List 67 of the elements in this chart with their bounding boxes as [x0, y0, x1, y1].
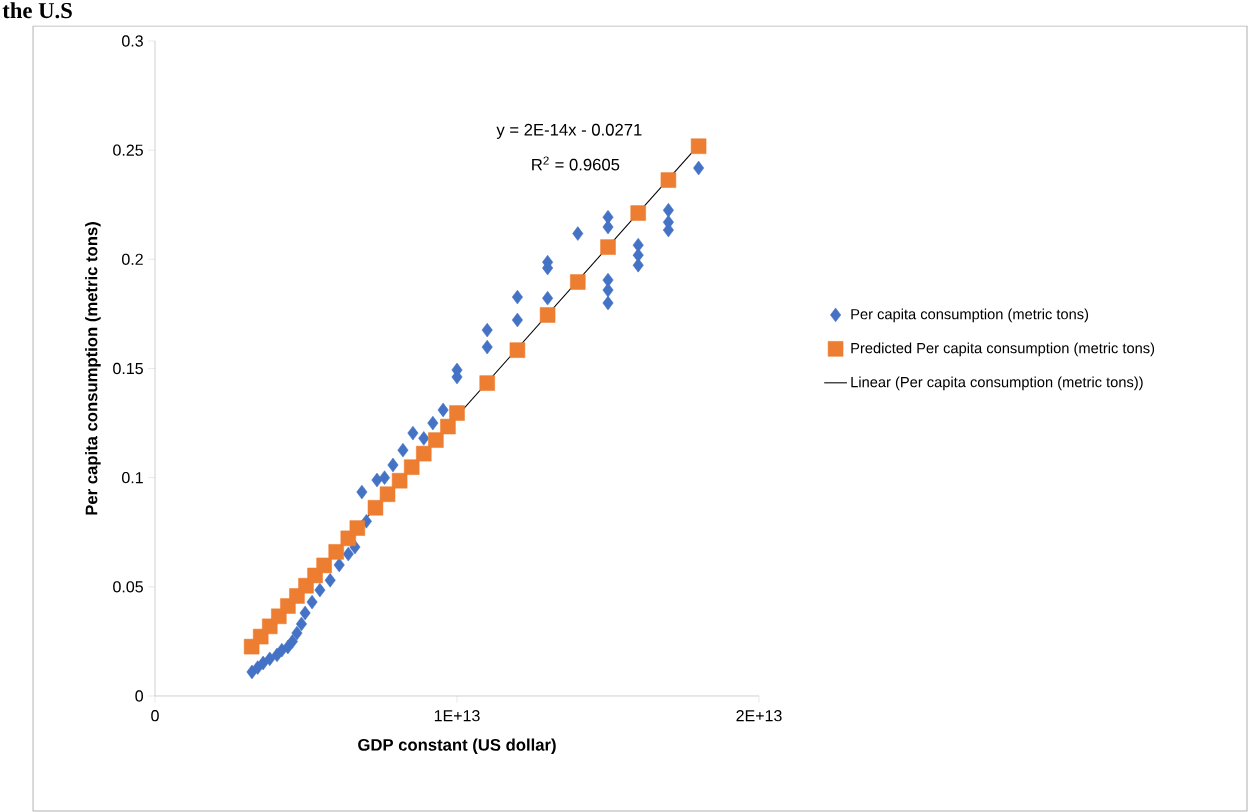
y-tick-label: 0: [135, 690, 144, 702]
point: [416, 445, 432, 462]
point: [387, 457, 399, 473]
point: [600, 239, 616, 255]
point: [630, 205, 646, 221]
point: [632, 258, 644, 273]
point: [509, 342, 526, 358]
y-tick-label: 0.25: [113, 144, 143, 156]
x-tick-label: 1E+13: [434, 710, 480, 722]
point: [328, 544, 344, 560]
point: [481, 339, 493, 355]
x-tick-label: 2E+13: [736, 710, 782, 722]
y-tick-label: 0.05: [113, 581, 143, 593]
point: [324, 573, 336, 588]
y-tick-label: 0.15: [113, 362, 143, 375]
point: [440, 418, 456, 435]
point: [437, 402, 449, 418]
point: [264, 651, 276, 667]
point: [570, 274, 586, 290]
x-tick-label: 0: [151, 710, 159, 722]
point: [542, 290, 554, 306]
point: [299, 605, 311, 621]
point: [316, 557, 332, 574]
point: [572, 226, 584, 241]
point: [539, 307, 556, 323]
point: [367, 500, 384, 516]
point: [371, 472, 383, 488]
legend-label: Per capita consumption (metric tons): [851, 308, 1089, 323]
point: [291, 625, 303, 641]
point: [662, 202, 674, 218]
annotation: R$^{2}$ = 0.9605: [532, 156, 620, 171]
y-axis-title: Per capita consumption (metric tons): [85, 222, 101, 515]
point: [428, 432, 444, 448]
point: [407, 425, 419, 441]
annotation: y = 2E-14x - 0.0271: [496, 123, 642, 139]
legend-label: Linear (Per capita consumption (metric tons)): [851, 376, 1143, 391]
point: [349, 520, 366, 536]
point: [391, 472, 408, 489]
point: [397, 442, 409, 458]
point: [660, 172, 677, 188]
point: [314, 582, 326, 598]
y-tick-label: 0.1: [122, 471, 143, 484]
point: [511, 312, 523, 328]
point: [602, 295, 614, 311]
chart-title: the U.S: [2, 2, 72, 19]
point: [481, 322, 493, 338]
point: [511, 289, 523, 305]
point: [333, 557, 345, 573]
point: [690, 138, 707, 154]
point: [356, 484, 368, 500]
point: [449, 405, 465, 421]
y-tick-label: 0.3: [122, 35, 143, 47]
point: [306, 594, 318, 610]
point: [479, 375, 495, 391]
point: [418, 431, 430, 446]
point: [379, 470, 390, 485]
point: [602, 282, 614, 298]
legend-label: Predicted Per capita consumption (metric tons): [851, 342, 1155, 357]
point: [379, 486, 396, 502]
point: [403, 459, 420, 475]
point: [427, 415, 439, 431]
point: [602, 219, 614, 235]
point: [286, 634, 298, 649]
x-axis-title: GDP constant (US dollar): [358, 738, 556, 755]
point: [342, 546, 354, 562]
point: [693, 160, 705, 176]
y-tick-label: 0.2: [122, 253, 143, 265]
